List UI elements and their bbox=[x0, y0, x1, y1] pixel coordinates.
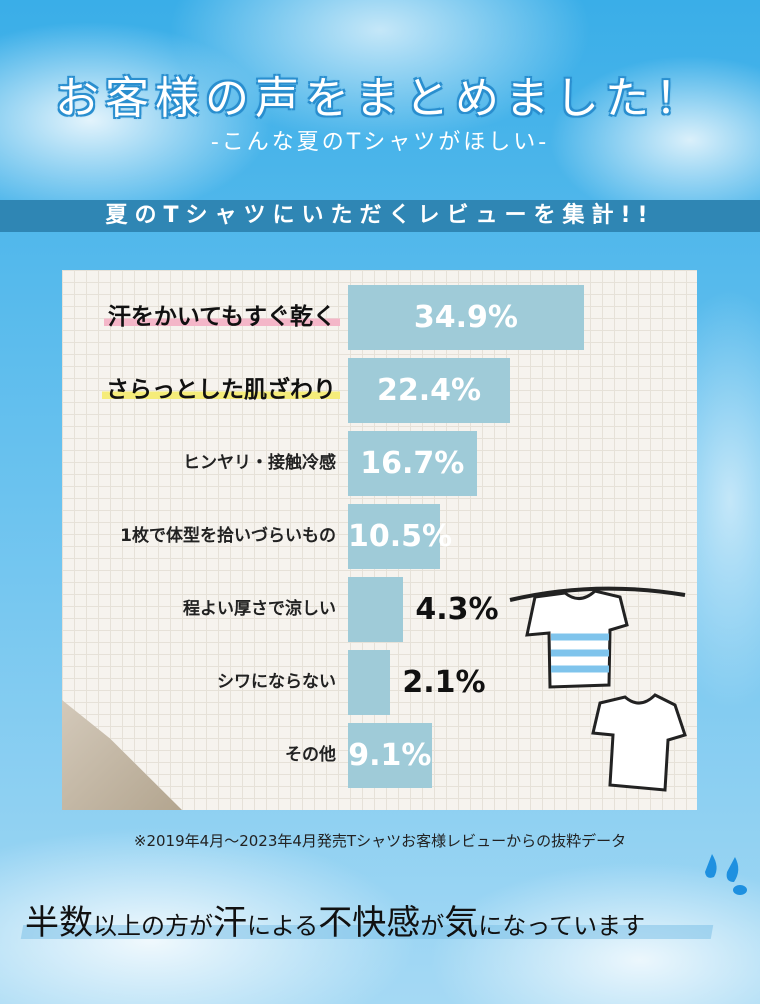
category-label-text: その他 bbox=[285, 745, 336, 765]
bar-row: その他 9.1% bbox=[0, 723, 760, 788]
message-part: 半数 bbox=[25, 903, 93, 943]
category-label-text: シワにならない bbox=[217, 672, 336, 692]
page-subtitle: -こんな夏のTシャツがほしい- bbox=[210, 130, 550, 155]
value-label: 10.5% bbox=[348, 519, 453, 554]
category-label: 汗をかいてもすぐ乾く bbox=[103, 285, 340, 350]
bar-row: 汗をかいてもすぐ乾く 34.9% bbox=[0, 285, 760, 350]
bar-row: ヒンヤリ・接触冷感 16.7% bbox=[0, 431, 760, 496]
message-part: 汗 bbox=[213, 903, 247, 943]
bar-row: さらっとした肌ざわり 22.4% bbox=[0, 358, 760, 423]
message-part: が bbox=[420, 912, 445, 940]
category-label-text: さらっとした肌ざわり bbox=[102, 377, 340, 403]
category-label: 程よい厚さで涼しい bbox=[179, 577, 340, 642]
category-label: その他 bbox=[281, 723, 340, 788]
message-part: による bbox=[247, 912, 319, 940]
water-drops-icon bbox=[705, 854, 747, 895]
value-label: 9.1% bbox=[348, 738, 432, 773]
bar bbox=[348, 577, 404, 642]
bar-row: シワにならない 2.1% bbox=[0, 650, 760, 715]
summary-message: 半数以上の方が汗による不快感が気になっています bbox=[25, 895, 645, 944]
value-label: 2.1% bbox=[402, 665, 486, 700]
bar bbox=[348, 504, 440, 569]
bar bbox=[348, 285, 584, 350]
bar bbox=[348, 358, 511, 423]
category-label-text: 1枚で体型を拾いづらいもの bbox=[120, 526, 336, 546]
message-part: 不快感 bbox=[318, 903, 421, 943]
category-label: ヒンヤリ・接触冷感 bbox=[179, 431, 340, 496]
bar-row: 1枚で体型を拾いづらいもの 10.5% bbox=[0, 504, 760, 569]
message-part: 気 bbox=[444, 903, 479, 943]
footnote: ※2019年4月～2023年4月発売Tシャツお客様レビューからの抜粋データ bbox=[133, 832, 627, 850]
message-part: 以上の方が bbox=[93, 912, 213, 940]
section-banner: 夏のTシャツにいただくレビューを集計!! bbox=[0, 200, 760, 232]
tshirt-illustration-icon bbox=[509, 586, 687, 792]
bar-row: 程よい厚さで涼しい 4.3% bbox=[0, 577, 760, 642]
value-label: 34.9% bbox=[413, 300, 518, 335]
category-label: さらっとした肌ざわり bbox=[102, 358, 340, 423]
bar bbox=[348, 723, 432, 788]
value-label: 4.3% bbox=[415, 592, 499, 627]
category-label-text: 程よい厚さで涼しい bbox=[183, 599, 336, 619]
category-label: 1枚で体型を拾いづらいもの bbox=[116, 504, 340, 569]
page-title: お客様の声をまとめました！ bbox=[55, 73, 705, 124]
bar bbox=[348, 650, 391, 715]
value-label: 16.7% bbox=[360, 446, 465, 481]
category-label: シワにならない bbox=[213, 650, 340, 715]
category-label-text: 汗をかいてもすぐ乾く bbox=[103, 304, 340, 330]
category-label-text: ヒンヤリ・接触冷感 bbox=[183, 453, 336, 473]
bar bbox=[348, 431, 477, 496]
message-part: になっています bbox=[478, 912, 646, 940]
value-label: 22.4% bbox=[377, 373, 482, 408]
